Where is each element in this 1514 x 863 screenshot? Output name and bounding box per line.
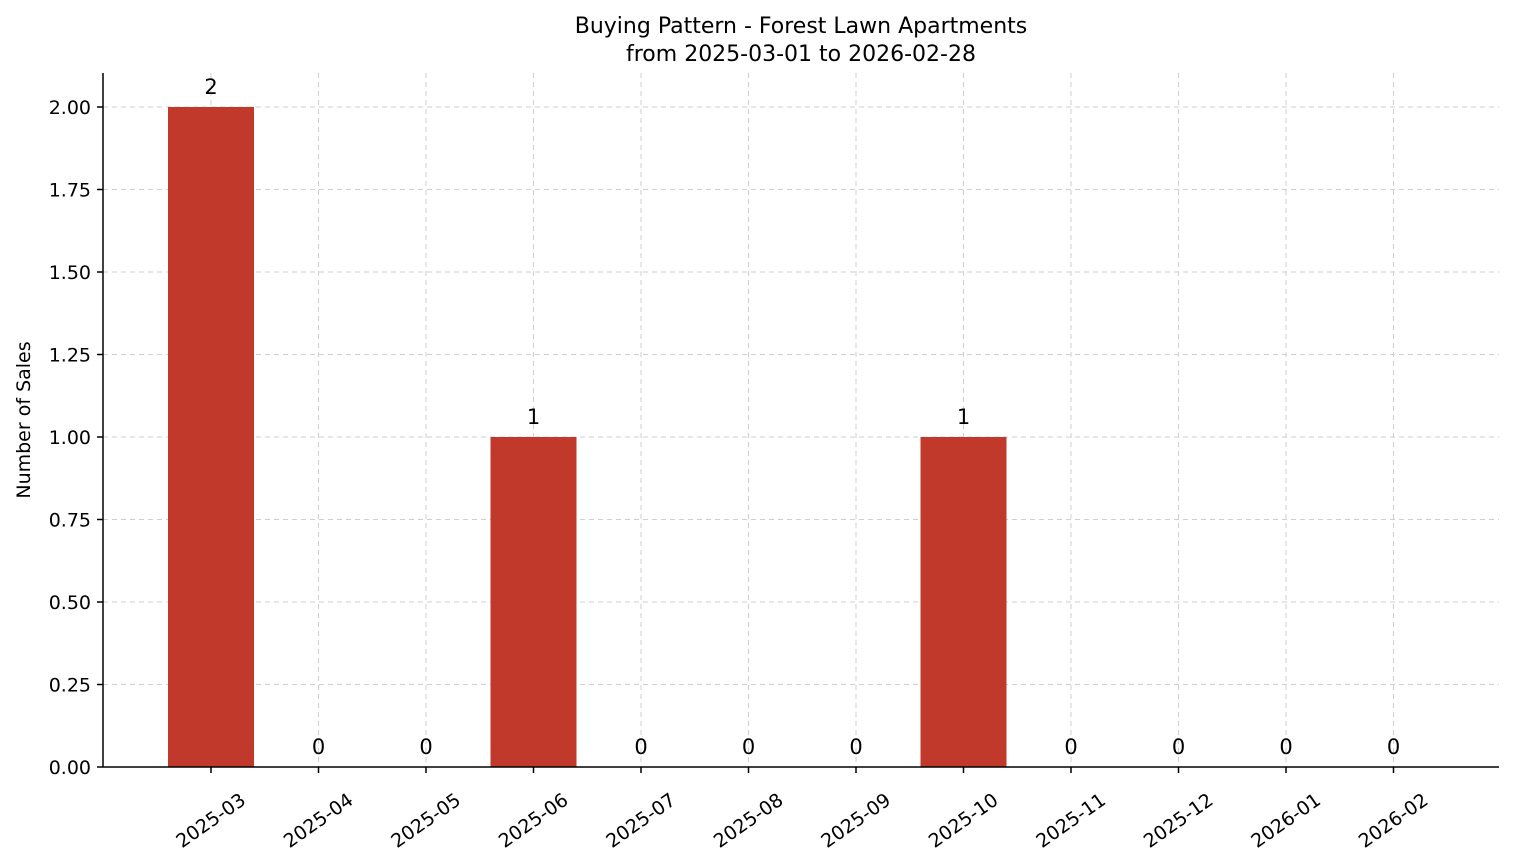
x-tick-label: 2025-12 [1140,789,1218,853]
y-tick-label: 1.50 [49,262,91,284]
y-tick-label: 1.00 [49,427,91,449]
x-tick-label: 2026-02 [1355,789,1433,853]
chart-subtitle: from 2025-03-01 to 2026-02-28 [626,42,976,67]
y-tick-label: 0.00 [49,757,91,779]
x-tick-label: 2025-03 [172,789,250,853]
y-tick-label: 0.75 [49,510,91,532]
x-tick-label: 2025-08 [710,789,788,853]
y-axis-label: Number of Sales [13,341,35,498]
data-label: 0 [849,735,862,759]
data-label: 0 [1387,735,1400,759]
y-ticks: 0.00 0.25 0.50 0.75 1.00 1.25 1.50 1.75 2.00 [49,97,103,779]
data-label: 0 [1279,735,1292,759]
x-tick-label: 2026-01 [1247,789,1325,853]
grid [103,73,1499,767]
data-label: 0 [312,735,325,759]
data-label: 0 [419,735,432,759]
bar [490,437,577,767]
bars [168,107,1007,767]
x-tick-label: 2025-10 [925,789,1003,853]
x-tick-label: 2025-07 [602,789,680,853]
y-tick-label: 1.25 [49,345,91,367]
data-label: 1 [527,405,540,429]
data-label: 1 [957,405,970,429]
x-tick-label: 2025-05 [387,789,465,853]
x-tick-label: 2025-06 [495,789,573,853]
axes [102,73,1499,768]
chart-title: Buying Pattern - Forest Lawn Apartments [575,14,1027,39]
bar [920,437,1007,767]
y-tick-label: 0.50 [49,592,91,614]
data-labels: 2 0 0 1 0 0 0 1 0 0 0 0 [204,75,1400,759]
data-label: 0 [1172,735,1185,759]
y-tick-label: 2.00 [49,97,91,119]
x-ticks: 2025-03 2025-04 2025-05 2025-06 2025-07 2025-… [172,767,1432,853]
data-label: 0 [742,735,755,759]
data-label: 0 [634,735,647,759]
x-tick-label: 2025-11 [1032,789,1110,853]
bar [168,107,254,767]
data-label: 2 [204,75,217,99]
data-label: 0 [1064,735,1077,759]
x-tick-label: 2025-04 [280,789,358,853]
y-tick-label: 1.75 [49,180,91,202]
y-tick-label: 0.25 [49,675,91,697]
x-tick-label: 2025-09 [817,789,895,853]
